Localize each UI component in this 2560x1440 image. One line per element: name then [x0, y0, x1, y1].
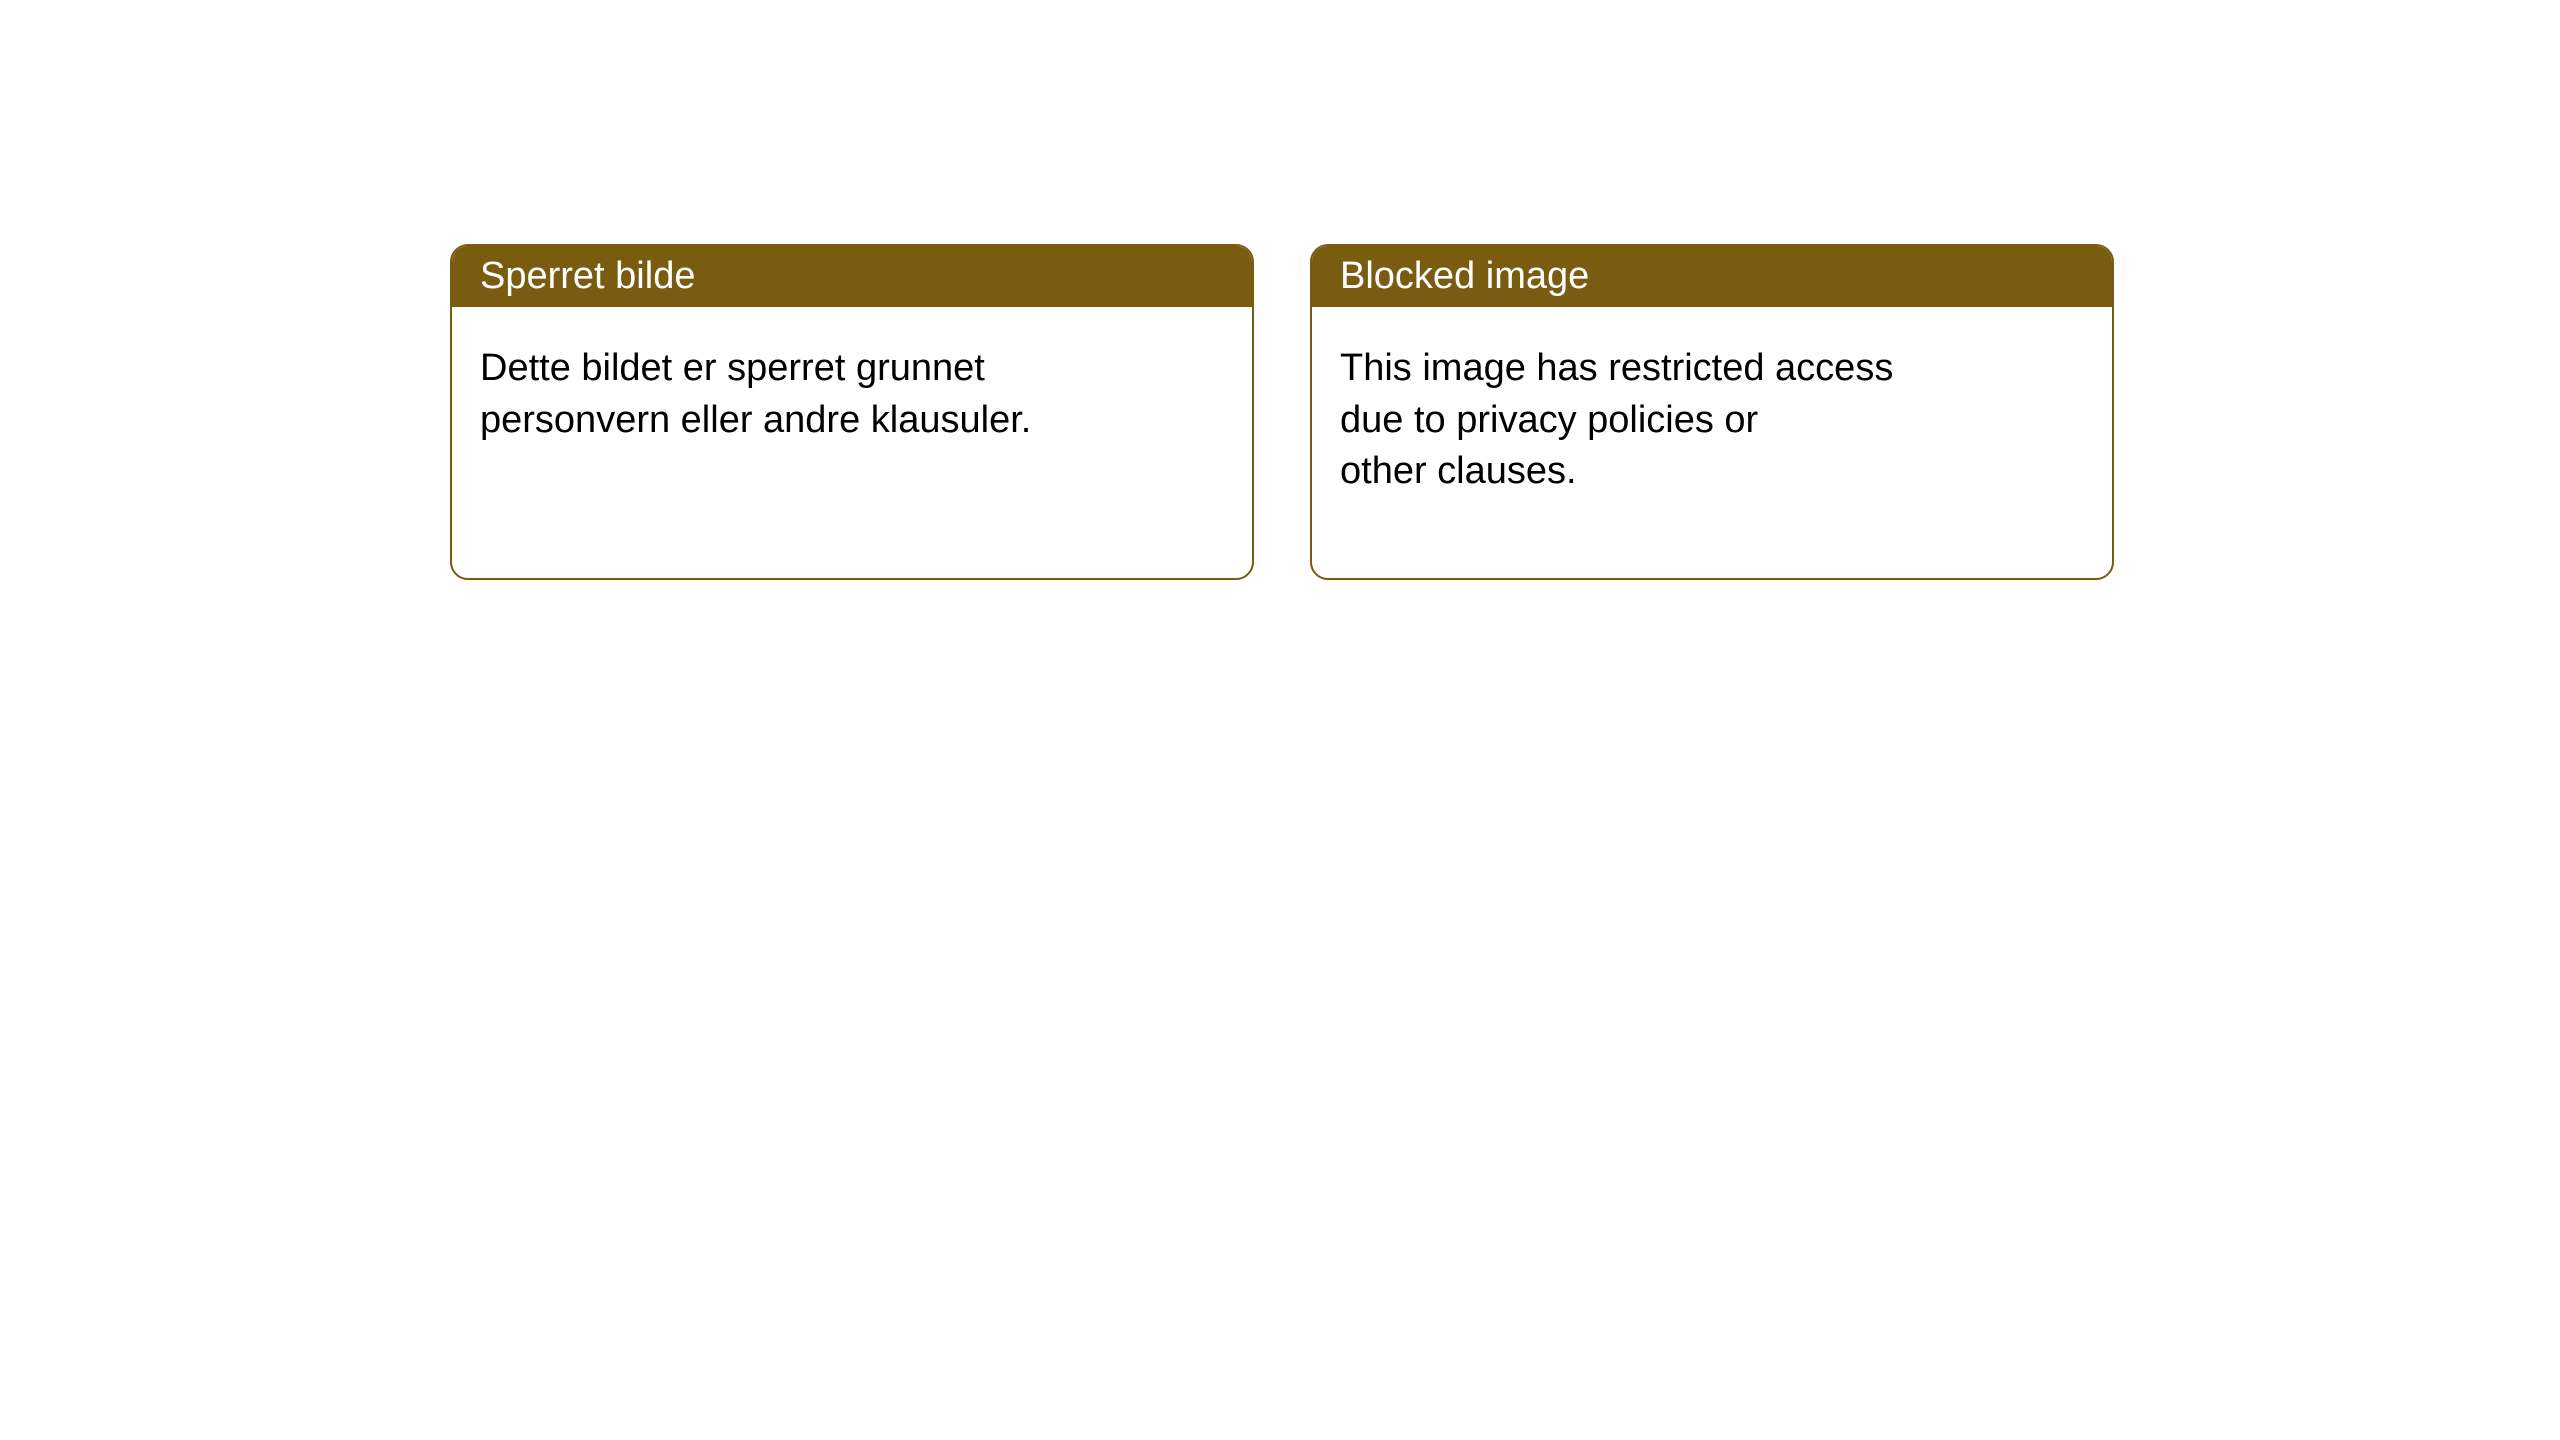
notice-title: Sperret bilde	[452, 246, 1252, 307]
notice-container: Sperret bilde Dette bildet er sperret gr…	[0, 0, 2560, 580]
notice-title: Blocked image	[1312, 246, 2112, 307]
notice-box-english: Blocked image This image has restricted …	[1310, 244, 2114, 580]
notice-body: This image has restricted access due to …	[1312, 307, 2112, 533]
notice-body: Dette bildet er sperret grunnet personve…	[452, 307, 1252, 482]
notice-box-norwegian: Sperret bilde Dette bildet er sperret gr…	[450, 244, 1254, 580]
